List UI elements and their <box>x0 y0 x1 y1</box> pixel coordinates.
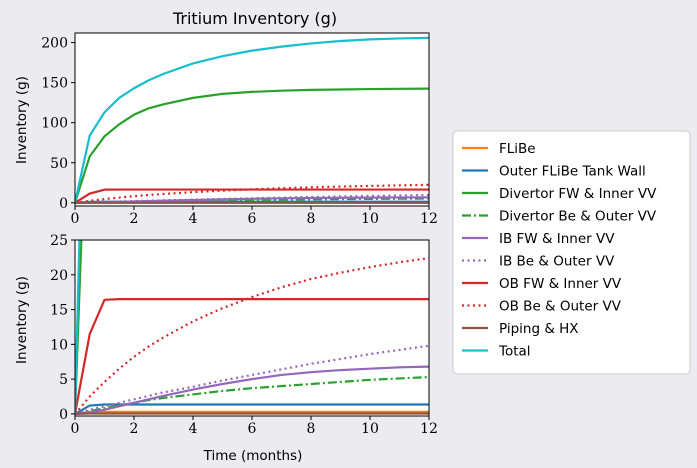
legend-label: OB FW & Inner VV <box>499 276 622 292</box>
x-tick-label: 4 <box>189 211 198 227</box>
series-line-ib-fw-inner-vv <box>75 365 429 416</box>
x-tick-label: 12 <box>420 421 438 437</box>
legend-item: IB FW & Inner VV <box>462 231 615 247</box>
series-line-divertor-fw-inner-vv <box>75 87 429 204</box>
x-tick-label: 4 <box>189 421 198 437</box>
x-tick-label: 0 <box>71 421 80 437</box>
x-tick-label: 0 <box>71 211 80 227</box>
legend-item: Divertor Be & Outer VV <box>462 209 657 225</box>
x-tick-label: 6 <box>248 211 257 227</box>
y-tick-label: 50 <box>50 156 68 172</box>
y-tick-label: 15 <box>50 303 68 319</box>
y-tick-label: 10 <box>50 337 68 353</box>
x-tick-label: 12 <box>420 211 438 227</box>
plot-area <box>75 240 429 416</box>
x-tick-label: 8 <box>307 211 316 227</box>
y-tick-label: 150 <box>41 76 68 92</box>
x-tick-label: 2 <box>130 211 139 227</box>
x-axis-label: Time (months) <box>203 448 303 464</box>
series-line-outer-flibe-tank-wall <box>75 403 429 415</box>
legend: FLiBe Outer FLiBe Tank Wall Divertor FW & … <box>452 130 691 375</box>
x-tick-label: 10 <box>361 211 379 227</box>
panel-top: 0 50 100 150 200 0 2 4 6 8 10 12 <box>41 32 438 227</box>
y-tick-label: 100 <box>41 116 68 132</box>
panel-bottom: 0 5 10 15 20 25 0 2 4 6 8 10 12 <box>50 233 438 437</box>
legend-label: IB Be & Outer VV <box>499 254 615 270</box>
legend-item: IB Be & Outer VV <box>462 254 615 270</box>
legend-items: FLiBe Outer FLiBe Tank Wall Divertor FW & … <box>462 141 657 360</box>
series-line-ib-be-outer-vv <box>75 193 429 204</box>
x-tick-label: 2 <box>130 421 139 437</box>
y-tick-label: 20 <box>50 268 68 284</box>
legend-label: IB FW & Inner VV <box>499 231 615 247</box>
legend-label: Total <box>498 344 531 360</box>
legend-label: Divertor FW & Inner VV <box>499 186 657 202</box>
x-tick-label: 6 <box>248 421 257 437</box>
legend-item: Total <box>462 344 531 360</box>
plot-area <box>75 33 429 206</box>
legend-label: Divertor Be & Outer VV <box>499 209 657 225</box>
y-tick-label: 0 <box>59 407 68 423</box>
legend-item: OB Be & Outer VV <box>462 299 622 315</box>
y-tick-label: 200 <box>41 36 68 52</box>
y-tick-label: 5 <box>59 372 68 388</box>
y-tick-label: 25 <box>50 233 68 249</box>
y-axis-label-top: Inventory (g) <box>14 76 30 164</box>
series-line-total <box>75 36 429 204</box>
legend-item: Divertor FW & Inner VV <box>462 186 657 202</box>
legend-label: Outer FLiBe Tank Wall <box>499 164 646 180</box>
legend-label: OB Be & Outer VV <box>499 299 622 315</box>
series-line-ib-be-outer-vv <box>75 344 429 415</box>
legend-item: Piping & HX <box>462 321 579 337</box>
series-line-ob-be-outer-vv <box>75 183 429 204</box>
legend-item: Outer FLiBe Tank Wall <box>462 164 646 180</box>
x-tick-label: 8 <box>307 421 316 437</box>
chart-title: Tritium Inventory (g) <box>172 9 337 28</box>
series-lines <box>75 240 429 416</box>
legend-label: FLiBe <box>499 141 536 157</box>
series-lines <box>75 36 429 204</box>
series-line-ob-fw-inner-vv <box>75 298 429 415</box>
legend-item: OB FW & Inner VV <box>462 276 622 292</box>
legend-box <box>452 130 691 375</box>
series-line-ob-fw-inner-vv <box>75 188 429 204</box>
y-axis-label-bottom: Inventory (g) <box>14 276 30 364</box>
x-tick-label: 10 <box>361 421 379 437</box>
series-line-flibe <box>75 410 429 415</box>
y-tick-label: 0 <box>59 196 68 212</box>
legend-label: Piping & HX <box>499 321 579 337</box>
legend-item: FLiBe <box>462 141 536 157</box>
